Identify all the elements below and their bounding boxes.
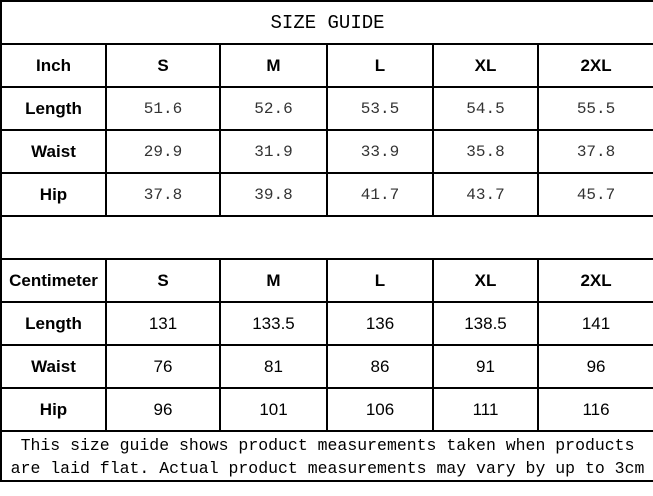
size-header: S	[105, 258, 221, 303]
measurement-value: 35.8	[432, 129, 539, 174]
measurement-value: 136	[326, 301, 434, 346]
measurement-value: 81	[219, 344, 328, 389]
measurement-value: 39.8	[219, 172, 328, 217]
measurement-label: Waist	[0, 344, 107, 389]
measurement-value: 101	[219, 387, 328, 432]
size-header: 2XL	[536, 43, 653, 88]
measurement-label: Hip	[0, 387, 107, 432]
unit-label: Inch	[0, 43, 107, 88]
size-header: 2XL	[536, 258, 653, 303]
measurement-value: 76	[105, 344, 221, 389]
size-header: XL	[432, 43, 539, 88]
table-row: Hip 96 101 106 111 116	[0, 387, 653, 432]
measurement-value: 96	[105, 387, 221, 432]
table-title: SIZE GUIDE	[0, 0, 653, 45]
table-row: Waist 29.9 31.9 33.9 35.8 37.8	[0, 129, 653, 174]
measurement-value: 51.6	[105, 86, 221, 131]
measurement-value: 86	[326, 344, 434, 389]
table-row: Length 131 133.5 136 138.5 141	[0, 301, 653, 346]
table-row: Length 51.6 52.6 53.5 54.5 55.5	[0, 86, 653, 131]
measurement-value: 37.8	[536, 129, 653, 174]
measurement-value: 55.5	[536, 86, 653, 131]
measurement-label: Waist	[0, 129, 107, 174]
measurement-value: 37.8	[105, 172, 221, 217]
size-header: XL	[432, 258, 539, 303]
measurement-value: 133.5	[219, 301, 328, 346]
inch-header-row: Inch S M L XL 2XL	[0, 43, 653, 88]
measurement-value: 96	[536, 344, 653, 389]
table-row: Hip 37.8 39.8 41.7 43.7 45.7	[0, 172, 653, 217]
measurement-note: This size guide shows product measuremen…	[0, 430, 653, 482]
measurement-value: 29.9	[105, 129, 221, 174]
measurement-label: Length	[0, 86, 107, 131]
measurement-value: 43.7	[432, 172, 539, 217]
measurement-value: 45.7	[536, 172, 653, 217]
spacer-cell	[0, 215, 653, 260]
unit-label: Centimeter	[0, 258, 107, 303]
measurement-value: 91	[432, 344, 539, 389]
measurement-value: 53.5	[326, 86, 434, 131]
size-header: M	[219, 43, 328, 88]
size-guide-table: SIZE GUIDE Inch S M L XL 2XL Length 51.6 52.6 53.…	[0, 0, 653, 482]
measurement-value: 138.5	[432, 301, 539, 346]
measurement-value: 31.9	[219, 129, 328, 174]
measurement-value: 52.6	[219, 86, 328, 131]
measurement-label: Hip	[0, 172, 107, 217]
size-header: S	[105, 43, 221, 88]
size-header: L	[326, 43, 434, 88]
size-header: L	[326, 258, 434, 303]
measurement-value: 106	[326, 387, 434, 432]
measurement-value: 33.9	[326, 129, 434, 174]
spacer-row	[0, 215, 653, 260]
measurement-value: 116	[536, 387, 653, 432]
measurement-value: 41.7	[326, 172, 434, 217]
table-row: Waist 76 81 86 91 96	[0, 344, 653, 389]
measurement-value: 54.5	[432, 86, 539, 131]
measurement-value: 141	[536, 301, 653, 346]
size-header: M	[219, 258, 328, 303]
measurement-label: Length	[0, 301, 107, 346]
measurement-value: 111	[432, 387, 539, 432]
measurement-value: 131	[105, 301, 221, 346]
cm-header-row: Centimeter S M L XL 2XL	[0, 258, 653, 303]
